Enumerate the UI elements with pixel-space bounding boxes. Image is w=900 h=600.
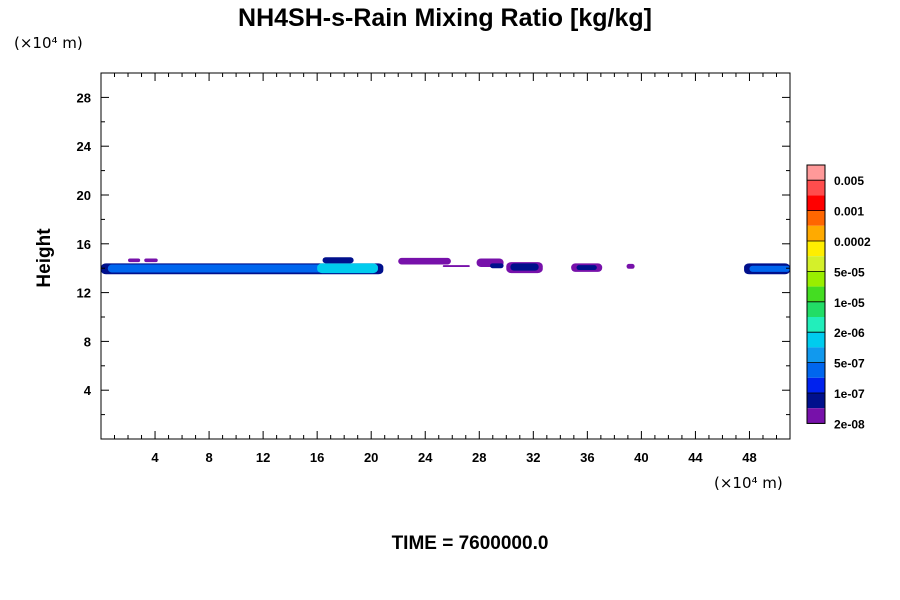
- y-tick-label: 24: [77, 139, 92, 154]
- colorbar-swatch: [807, 195, 825, 211]
- contour-region-5: [144, 258, 158, 263]
- contour-region-12: [510, 263, 539, 271]
- x-tick-label: 8: [205, 450, 212, 465]
- x-tick-label: 16: [310, 450, 324, 465]
- colorbar-label: 1e-05: [834, 296, 865, 310]
- y-axis: 4 8 12 16 20 24 28: [77, 90, 790, 416]
- colorbar-swatch: [807, 241, 825, 257]
- x-axis: 4 8 12 16 20 24 28 32 36 40 44 48: [114, 73, 777, 465]
- y-tick-label: 12: [77, 286, 91, 301]
- y-axis-label: Height: [34, 228, 55, 288]
- x-axis-unit: (×10⁴ m): [714, 474, 783, 492]
- colorbar-label: 1e-07: [834, 387, 865, 401]
- contour-region-15: [626, 263, 635, 269]
- colorbar-swatch: [807, 225, 825, 241]
- x-tick-label: 36: [580, 450, 594, 465]
- x-tick-label: 28: [472, 450, 486, 465]
- colorbar-swatch: [807, 347, 825, 363]
- colorbar-swatch: [807, 301, 825, 317]
- colorbar-label: 2e-08: [834, 417, 865, 431]
- y-tick-label: 16: [77, 237, 91, 252]
- colorbar: 0.005 0.001 0.0002 5e-05 1e-05 2e-06 5e-07 1e-0…: [806, 164, 871, 431]
- x-tick-label: 12: [256, 450, 270, 465]
- x-tick-label: 44: [688, 450, 703, 465]
- colorbar-swatch: [807, 362, 825, 378]
- colorbar-label: 0.001: [834, 205, 864, 219]
- y-tick-label: 20: [77, 188, 91, 203]
- contour-region-2: [317, 263, 378, 274]
- x-tick-label: 48: [742, 450, 756, 465]
- x-tick-label: 24: [418, 450, 433, 465]
- colorbar-swatch: [807, 165, 825, 181]
- y-axis-unit: (×10⁴ m): [14, 34, 83, 52]
- contour-region-17: [749, 265, 790, 272]
- colorbar-label: 5e-07: [834, 357, 865, 371]
- chart-title: NH4SH-s-Rain Mixing Ratio [kg/kg]: [238, 4, 652, 32]
- y-tick-label: 28: [77, 90, 91, 105]
- colorbar-label: 2e-06: [834, 326, 865, 340]
- contour-region-4: [128, 258, 141, 263]
- colorbar-swatch: [807, 180, 825, 196]
- x-tick-label: 20: [364, 450, 378, 465]
- colorbar-label: 5e-05: [834, 265, 865, 279]
- colorbar-swatch: [807, 332, 825, 348]
- x-tick-label: 4: [151, 450, 159, 465]
- colorbar-swatch: [807, 408, 825, 424]
- x-tick-label: 40: [634, 450, 648, 465]
- colorbar-label: 0.005: [834, 174, 864, 188]
- contour-region-7: [406, 259, 442, 264]
- contour-region-3: [322, 257, 354, 264]
- plot-frame: [100, 72, 791, 440]
- contour-regions: [101, 257, 790, 275]
- contour-region-8: [442, 265, 470, 267]
- contour-region-1: [107, 264, 377, 273]
- colorbar-label: 0.0002: [834, 235, 871, 249]
- colorbar-swatch: [807, 271, 825, 287]
- contour-region-10: [490, 263, 504, 269]
- y-tick-label: 4: [84, 383, 92, 398]
- time-label: TIME = 7600000.0: [392, 533, 549, 554]
- contour-region-14: [576, 265, 597, 271]
- x-tick-label: 32: [526, 450, 540, 465]
- colorbar-swatch: [807, 317, 825, 333]
- colorbar-swatch: [807, 377, 825, 393]
- colorbar-swatch: [807, 393, 825, 409]
- colorbar-swatch: [807, 210, 825, 226]
- y-tick-label: 8: [84, 334, 91, 349]
- colorbar-swatch: [807, 256, 825, 272]
- colorbar-swatch: [807, 286, 825, 302]
